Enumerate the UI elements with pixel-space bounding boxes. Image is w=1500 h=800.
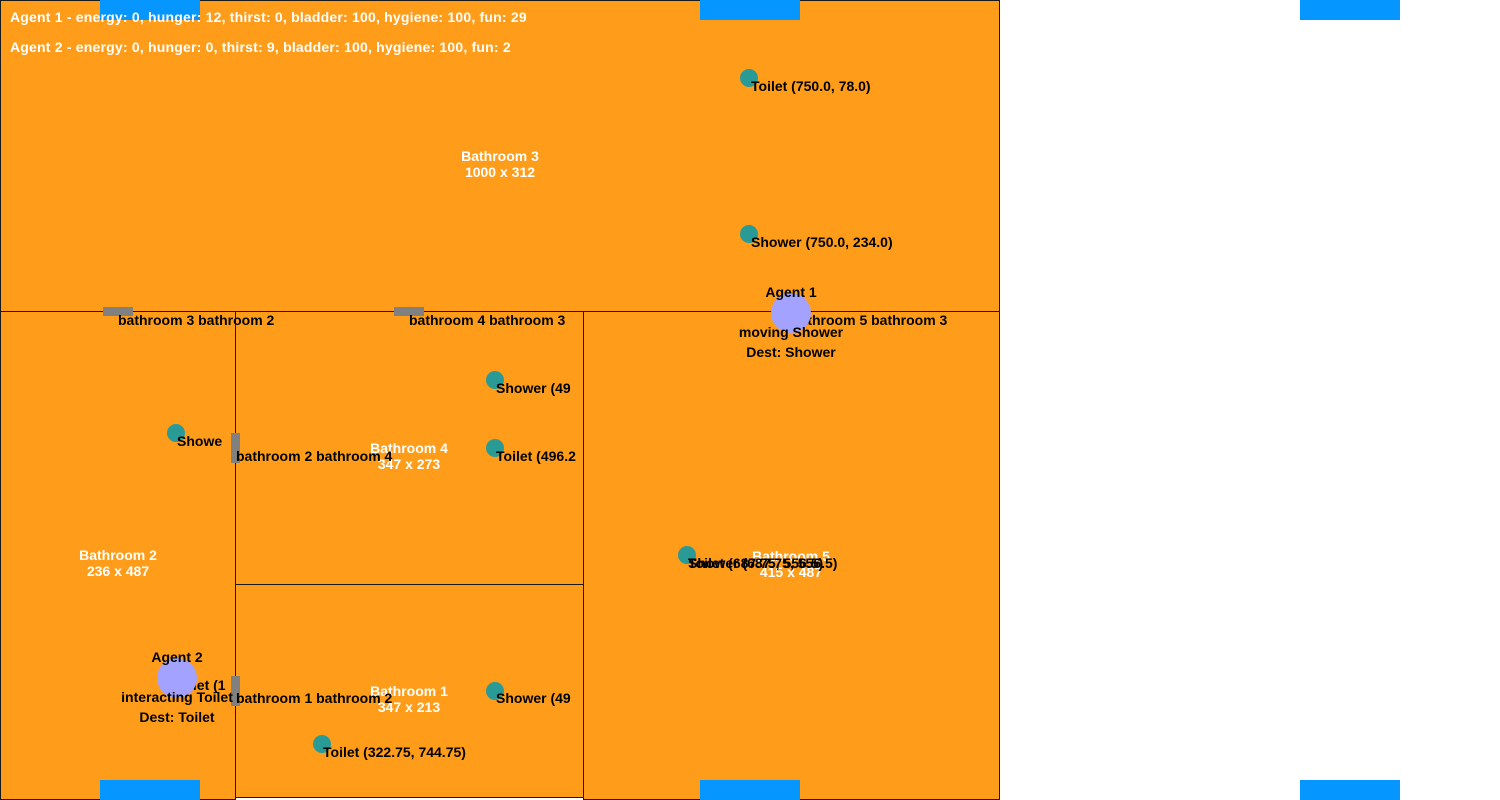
shower-label: Showe (177, 433, 223, 449)
shower-icon[interactable] (486, 371, 504, 389)
toilet-label: Toilet (496.2 (496, 448, 576, 464)
agent-2-name: Agent 2 (151, 649, 203, 665)
toilet-label-clip: Toilet (496.2 (496, 448, 582, 466)
shower-icon[interactable] (486, 682, 504, 700)
agent-2-destination: Dest: Toilet (139, 709, 215, 725)
room-label-bathroom-2: Bathroom 2 236 x 487 (18, 547, 218, 579)
toilet-icon[interactable] (486, 439, 504, 457)
door-bathroom-4-bathroom-3[interactable] (394, 307, 424, 316)
shower-label: Shower (49 (496, 380, 571, 396)
agent-1-avatar[interactable] (771, 293, 811, 333)
window-bottom-3 (1300, 780, 1400, 800)
shower-label: Shower (750.0, 234.0) (751, 234, 893, 250)
door-bathroom-3-bathroom-2[interactable] (103, 307, 133, 316)
room-size: 347 x 213 (377, 699, 441, 715)
room-label-bathroom-5: Bathroom 5 415 x 487 (691, 548, 891, 580)
shower-label: Shower (49 (496, 690, 571, 706)
shower-label-clip: Shower (49 (496, 380, 582, 398)
toilet-label: Toilet (322.75, 744.75) (323, 744, 466, 760)
room-name: Bathroom 4 (370, 440, 448, 456)
toilet-label: Toilet (750.0, 78.0) (751, 78, 871, 94)
toilet-icon[interactable] (740, 69, 758, 87)
toilet-label: ilet (1 (189, 677, 226, 693)
room-label-bathroom-4: Bathroom 4 347 x 273 (309, 440, 509, 472)
room-label-bathroom-1: Bathroom 1 347 x 213 (309, 683, 509, 715)
door-bathroom-1-bathroom-2[interactable] (231, 676, 240, 706)
shower-icon[interactable] (167, 424, 185, 442)
shower-icon[interactable] (678, 546, 696, 564)
window-bottom-2 (700, 780, 800, 800)
shower-icon[interactable] (740, 225, 758, 243)
toilet-label: Toilet (687.75, 556.5) (688, 555, 824, 571)
window-bottom-1 (100, 780, 200, 800)
room-name: Bathroom 5 (752, 548, 830, 564)
room-name: Bathroom 1 (370, 683, 448, 699)
door-label-bathroom-4-bathroom-3: bathroom 4 bathroom 3 (409, 312, 566, 328)
shower-label-clip: Showe (177, 433, 231, 451)
agent-1-destination: Dest: Shower (746, 344, 836, 360)
agent-1-status: Agent 1 - energy: 0, hunger: 12, thirst:… (10, 9, 527, 25)
room-bathroom-1 (235, 584, 584, 798)
door-label-bathroom-2-bathroom-4: bathroom 2 bathroom 4 (236, 448, 393, 464)
room-name: Bathroom 3 (461, 148, 539, 164)
window-top-2 (700, 0, 800, 20)
shower-label-clip: Shower (49 (496, 690, 582, 708)
agent-2-action: interacting Toilet (121, 689, 233, 705)
toilet-icon[interactable] (313, 735, 331, 753)
room-bathroom-3 (0, 0, 1000, 312)
room-bathroom-2 (0, 311, 236, 800)
door-label-bathroom-3-bathroom-2: bathroom 3 bathroom 2 (118, 312, 275, 328)
door-label-bathroom-5-bathroom-3: bathroom 5 bathroom 3 (791, 312, 948, 328)
room-bathroom-5 (583, 311, 1000, 800)
door-label-bathroom-1-bathroom-2: bathroom 1 bathroom 2 (236, 690, 393, 706)
window-top-1 (100, 0, 200, 20)
agent-2-status: Agent 2 - energy: 0, hunger: 0, thirst: … (10, 39, 511, 55)
room-size: 415 x 487 (759, 564, 823, 580)
agent-2-avatar[interactable] (157, 658, 197, 698)
window-top-3 (1300, 0, 1400, 20)
door-bathroom-2-bathroom-4[interactable] (231, 433, 240, 463)
room-size: 1000 x 312 (464, 164, 536, 180)
shower-label: Shower (687.75, 556.5) (688, 555, 838, 571)
agent-1-name: Agent 1 (765, 284, 817, 300)
room-size: 236 x 487 (86, 563, 150, 579)
agent-1-action: moving Shower (738, 324, 844, 340)
room-name: Bathroom 2 (79, 547, 157, 563)
room-size: 347 x 273 (377, 456, 441, 472)
room-label-bathroom-3: Bathroom 3 1000 x 312 (400, 148, 600, 180)
